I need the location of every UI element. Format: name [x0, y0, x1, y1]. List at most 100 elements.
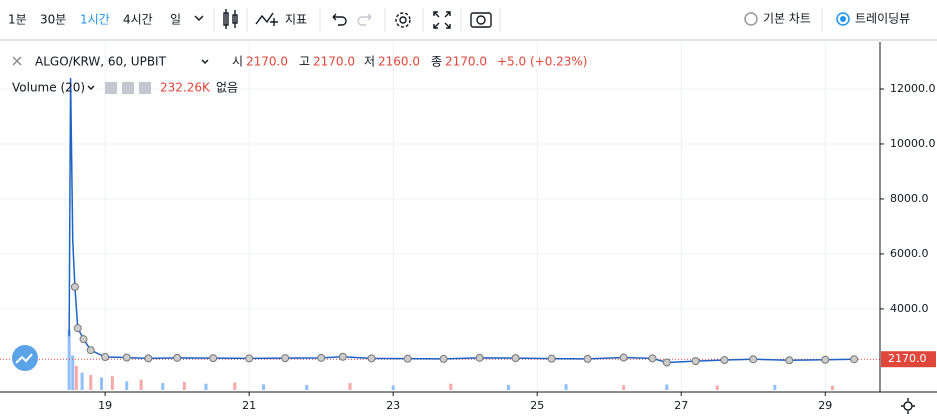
- price-marker: [317, 353, 326, 362]
- symbol: ALGO/KRW, 60, UPBIT: [35, 55, 167, 69]
- volume-bar: [74, 365, 78, 390]
- high-label: 고: [299, 55, 310, 69]
- price-marker: [101, 353, 110, 362]
- last-price-label: 2170.0: [888, 352, 927, 365]
- price-marker: [648, 354, 657, 363]
- volume-title: Volume (20): [12, 81, 85, 95]
- price-marker: [619, 353, 628, 362]
- volume-bar: [506, 384, 510, 390]
- redo-button[interactable]: [357, 13, 372, 26]
- axis-settings-ring[interactable]: [903, 401, 913, 411]
- x-tick-label: 25: [530, 399, 544, 412]
- price-marker: [70, 282, 79, 291]
- price-marker: [245, 354, 254, 363]
- volume-dropdown[interactable]: [87, 85, 95, 90]
- close-label: 종: [431, 55, 442, 69]
- volume-bar: [305, 384, 309, 390]
- price-marker: [850, 355, 859, 364]
- y-tick-label: 12000.0: [890, 82, 936, 95]
- indicator-icon[interactable]: [255, 12, 278, 26]
- volume-status: 없음: [216, 81, 238, 95]
- price-marker: [821, 355, 830, 364]
- interval-button[interactable]: 4시간: [123, 13, 153, 27]
- volume-bar: [125, 381, 129, 390]
- price-marker: [403, 354, 412, 363]
- x-tick-label: 19: [98, 399, 112, 412]
- price-marker: [583, 354, 592, 363]
- price-marker: [662, 358, 671, 367]
- low-value: 2160.0: [378, 55, 420, 69]
- price-marker: [86, 346, 95, 355]
- y-tick-label: 10000.0: [890, 137, 936, 150]
- chart-type-option[interactable]: 기본 차트: [763, 12, 811, 26]
- change-value: +5.0 (+0.23%): [497, 55, 588, 69]
- interval-button[interactable]: 1분: [8, 13, 27, 27]
- axis-settings[interactable]: [901, 398, 915, 414]
- price-marker: [720, 356, 729, 365]
- volume-bar: [161, 383, 165, 390]
- fullscreen-button[interactable]: [433, 11, 451, 29]
- volume-bar: [80, 372, 84, 390]
- y-tick-label: 6000.0: [890, 247, 929, 260]
- radio-dot: [840, 16, 846, 22]
- interval-button[interactable]: 30분: [40, 13, 66, 27]
- interval-button[interactable]: 1시간: [80, 13, 110, 27]
- x-tick-label: 27: [674, 399, 688, 412]
- close-value: 2170.0: [445, 55, 487, 69]
- toolbar: [0, 0, 937, 40]
- volume-bar: [233, 382, 237, 390]
- price-marker: [785, 356, 794, 365]
- volume-bar: [100, 377, 104, 390]
- volume-bar: [71, 355, 75, 390]
- screenshot-button[interactable]: [470, 12, 492, 28]
- price-marker: [281, 354, 290, 363]
- price-marker: [144, 354, 153, 363]
- price-marker: [73, 324, 82, 333]
- high-value: 2170.0: [313, 55, 355, 69]
- volume-bar: [139, 379, 143, 390]
- price-marker: [122, 353, 131, 362]
- low-label: 저: [364, 55, 375, 69]
- price-marker: [79, 335, 88, 344]
- volume-bar: [830, 385, 834, 390]
- volume-bar: [204, 383, 208, 390]
- volume-bar: [564, 384, 568, 390]
- price-marker: [338, 352, 347, 361]
- radio[interactable]: [744, 12, 758, 26]
- interval-button[interactable]: 일: [170, 13, 181, 27]
- undo-button[interactable]: [332, 13, 347, 26]
- chart-type-option[interactable]: 트레이딩뷰: [855, 12, 910, 26]
- volume-value: 232.26K: [160, 81, 211, 95]
- price-marker: [173, 353, 182, 362]
- volume-icons[interactable]: [105, 82, 151, 94]
- layout-logo[interactable]: [12, 345, 38, 371]
- price-marker: [439, 354, 448, 363]
- volume-bar: [622, 385, 626, 390]
- volume-bar: [449, 383, 453, 390]
- y-tick-label: 4000.0: [890, 302, 929, 315]
- legend-close[interactable]: [12, 56, 22, 66]
- volume-bar: [715, 385, 719, 390]
- volume-bar: [348, 383, 352, 390]
- volume-bar: [773, 384, 777, 390]
- symbol-dropdown[interactable]: [201, 59, 209, 64]
- x-tick-label: 23: [386, 399, 400, 412]
- candle-icon[interactable]: [223, 9, 238, 29]
- indicators-button[interactable]: 지표: [285, 13, 307, 27]
- price-marker: [209, 354, 218, 363]
- volume-bar: [665, 384, 669, 390]
- volume-bar: [89, 375, 93, 390]
- volume-bar: [67, 329, 71, 390]
- price-line: [68, 77, 855, 364]
- x-tick-label: 21: [242, 399, 256, 412]
- settings-button[interactable]: [395, 12, 411, 28]
- volume-bar: [262, 384, 266, 390]
- x-tick-label: 29: [818, 399, 832, 412]
- volume-bar: [110, 376, 114, 390]
- open-label: 시: [232, 55, 243, 69]
- interval-dropdown[interactable]: [194, 15, 204, 21]
- volume-bar: [391, 385, 395, 390]
- price-marker: [367, 354, 376, 363]
- price-marker: [475, 353, 484, 362]
